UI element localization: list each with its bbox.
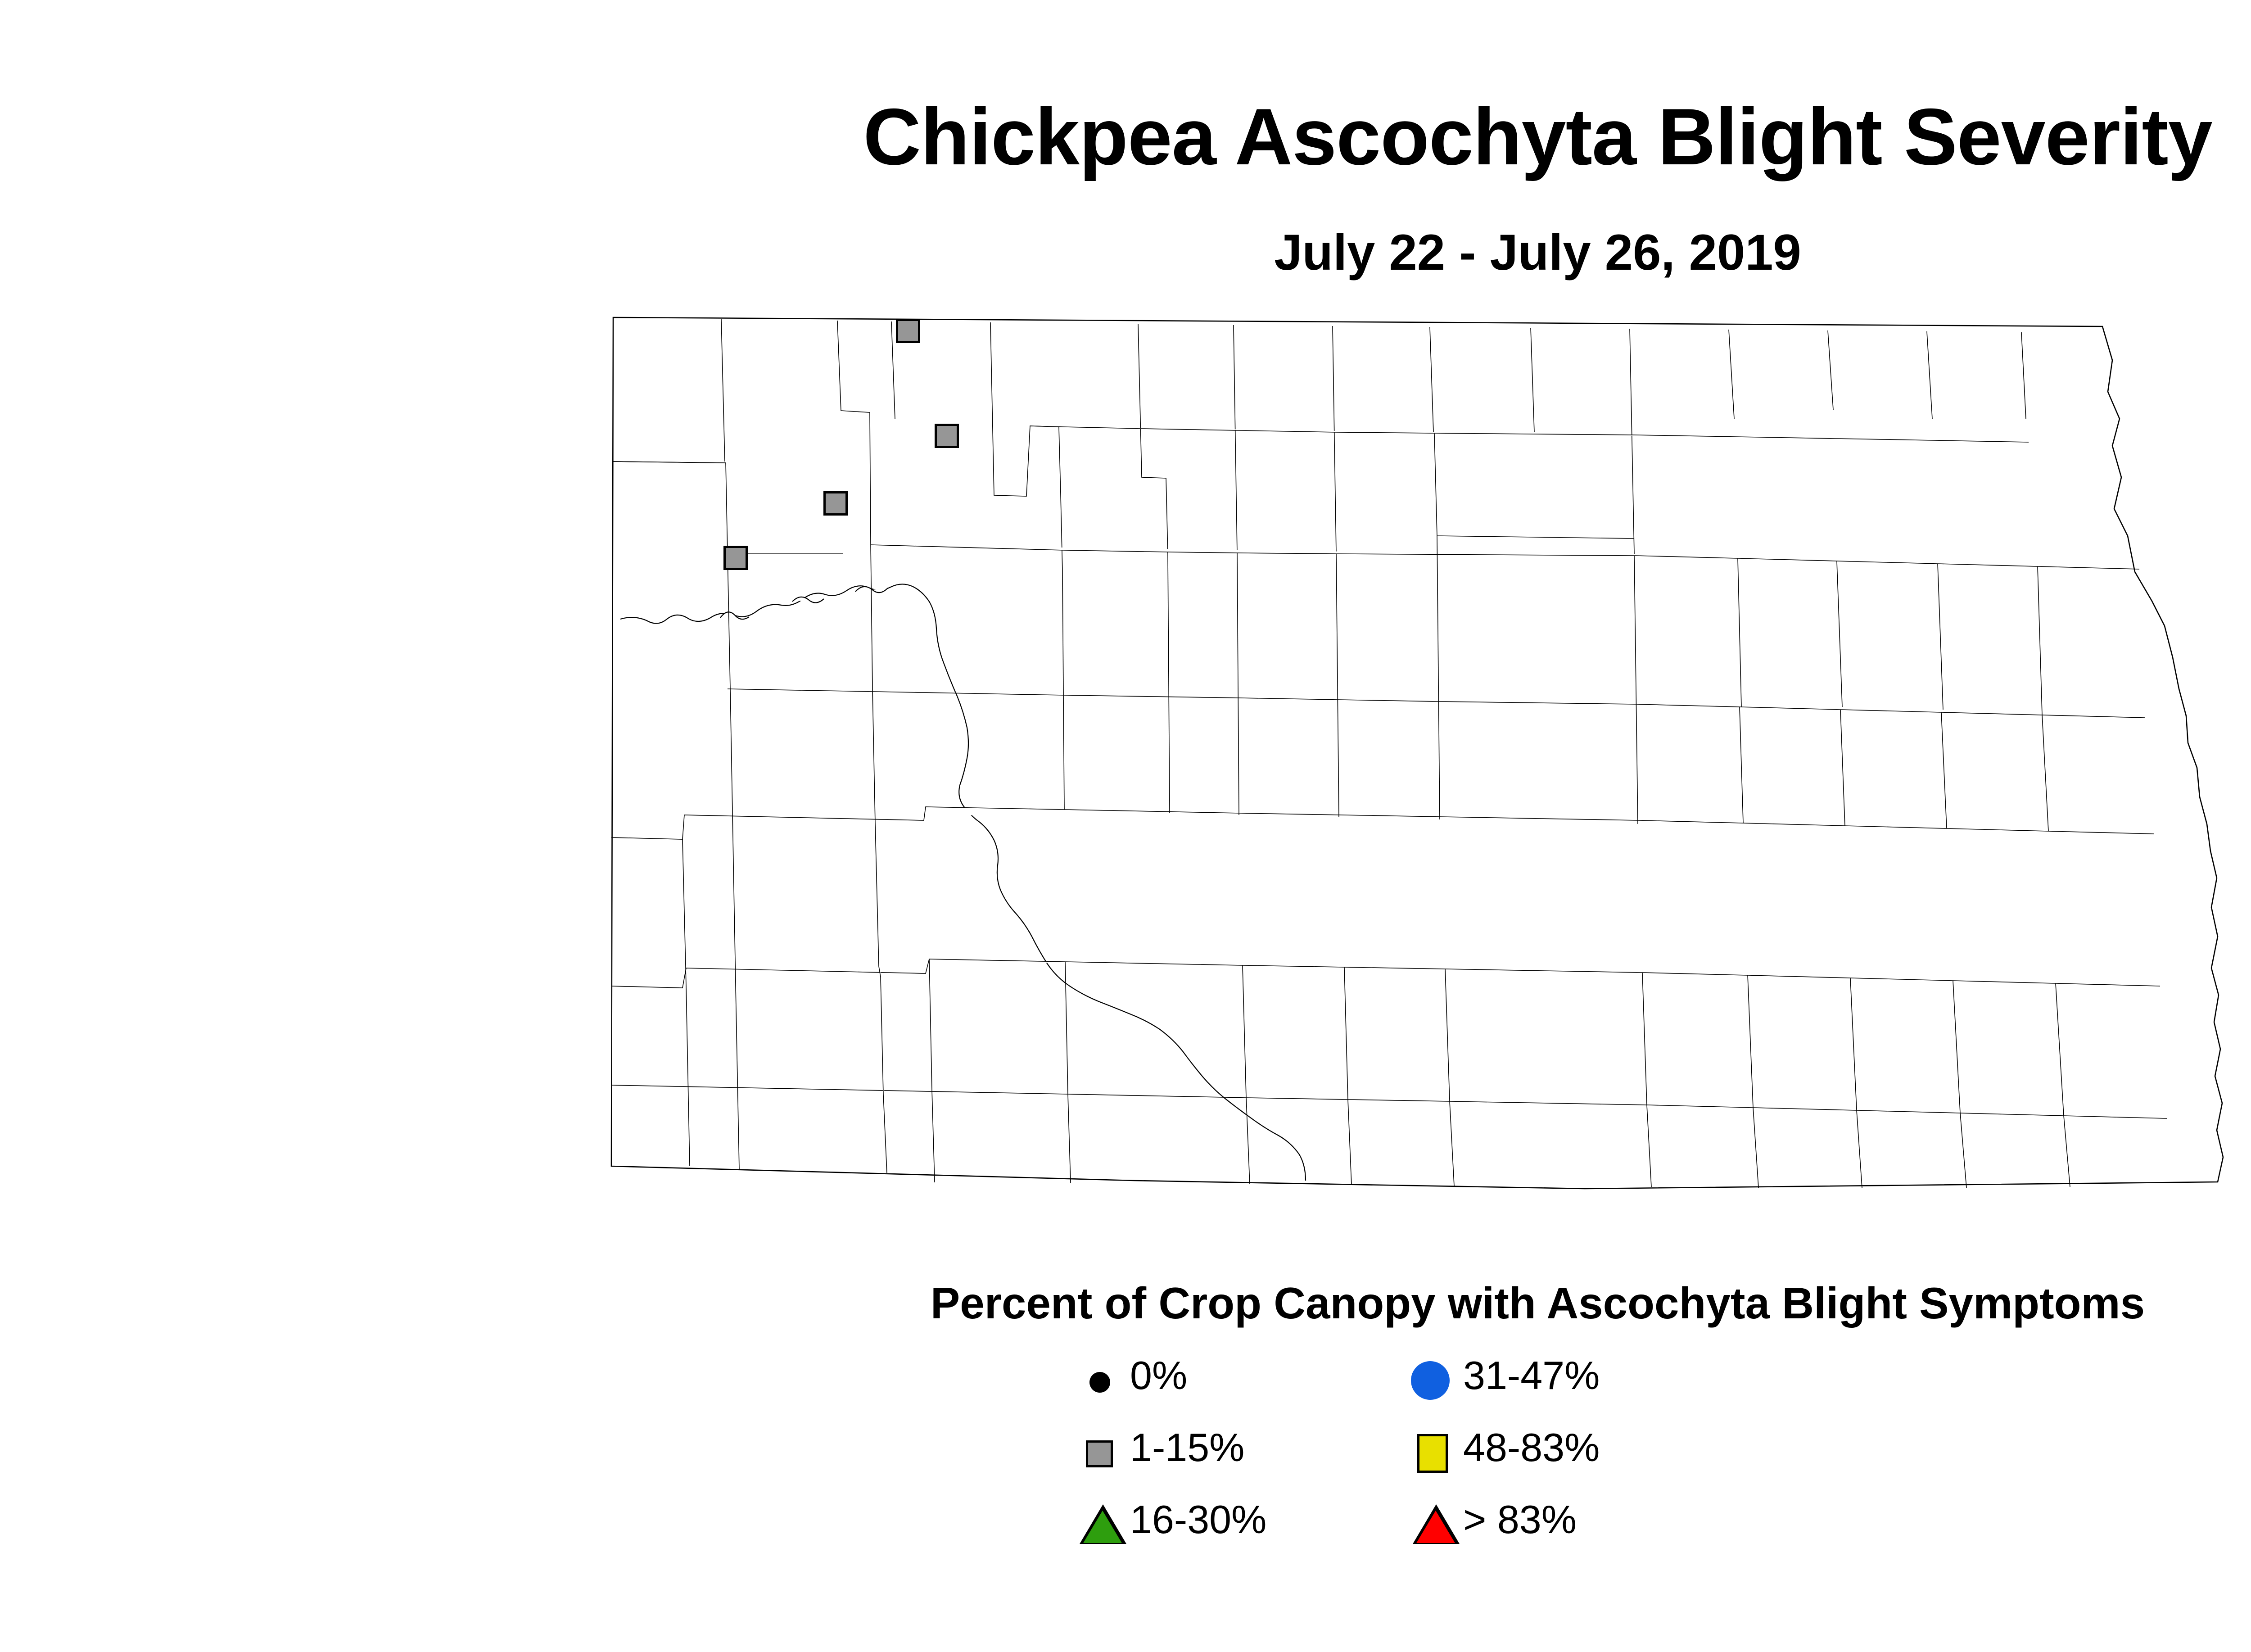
north-dakota-map[interactable] (603, 284, 2233, 1265)
legend-gray-square-icon (1076, 1421, 1126, 1475)
legend-item-16-30pct[interactable]: 16-30% (1076, 1493, 1391, 1565)
legend-item-31-47pct[interactable]: 31-47% (1409, 1349, 1814, 1421)
legend-column-right: 31-47% 48-83% > 83% (1409, 1349, 1814, 1565)
legend-item-48-83pct[interactable]: 48-83% (1409, 1421, 1814, 1493)
state-outline (611, 317, 2223, 1189)
legend-column-left: 0% 1-15% 16-30% (1076, 1349, 1391, 1565)
legend-label: 48-83% (1463, 1425, 1600, 1470)
legend-label: 16-30% (1130, 1497, 1267, 1542)
legend-label: 0% (1130, 1353, 1188, 1398)
page-subtitle: July 22 - July 26, 2019 (1274, 224, 1801, 281)
county-lines-mid-south (683, 536, 2070, 1188)
county-lines-horizontal (611, 426, 2167, 1118)
page-title: Chickpea Ascochyta Blight Severity (863, 92, 2212, 181)
legend-red-triangle-icon (1409, 1493, 1460, 1547)
legend-yellow-square-icon (1409, 1421, 1459, 1475)
county-lines-north (613, 319, 2026, 689)
legend-label: 31-47% (1463, 1353, 1600, 1398)
legend-green-triangle-icon (1076, 1493, 1126, 1547)
legend-label: 1-15% (1130, 1425, 1245, 1470)
missouri-river (620, 584, 1306, 1181)
legend-label: > 83% (1463, 1497, 1577, 1542)
legend-item-1-15pct[interactable]: 1-15% (1076, 1421, 1391, 1493)
legend-title: Percent of Crop Canopy with Ascochyta Bl… (930, 1278, 2145, 1328)
legend-dot-icon (1076, 1349, 1126, 1403)
legend-item-gt83pct[interactable]: > 83% (1409, 1493, 1814, 1565)
lake-sakakawea (720, 587, 888, 619)
legend-item-0pct[interactable]: 0% (1076, 1349, 1391, 1421)
legend-blue-circle-icon (1409, 1349, 1459, 1403)
map-svg (603, 284, 2233, 1265)
